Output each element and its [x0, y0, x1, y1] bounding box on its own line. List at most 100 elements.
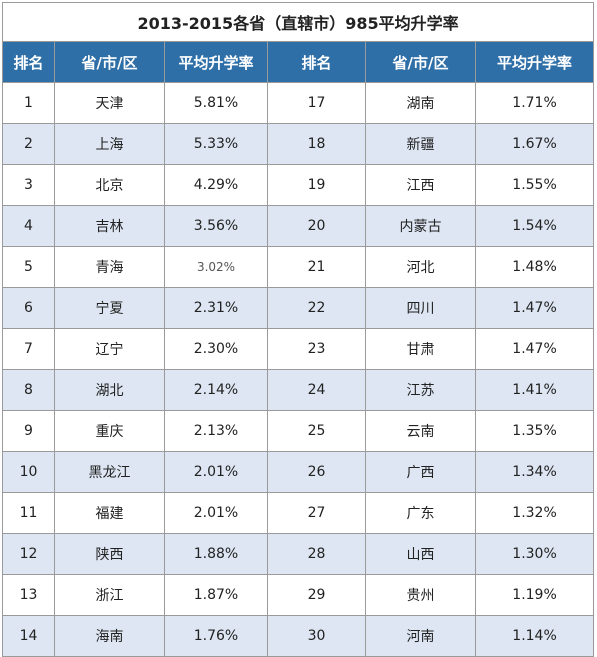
rate-left-cell: 2.14% — [164, 369, 268, 411]
rate-right-cell: 1.32% — [474, 492, 595, 534]
rank-right-cell: 29 — [267, 574, 366, 616]
rate-right-cell: 1.54% — [474, 205, 595, 247]
rank-left-cell: 5 — [2, 246, 55, 288]
rank-left-cell: 13 — [2, 574, 55, 616]
rate-right-cell: 1.55% — [474, 164, 595, 206]
rank-right-cell: 28 — [267, 533, 366, 575]
province-right-cell: 江西 — [365, 164, 476, 206]
rank-right-cell: 22 — [267, 287, 366, 329]
rate-left-cell: 5.81% — [164, 82, 268, 124]
rate-right-cell: 1.47% — [474, 328, 595, 370]
table-row: 6 宁夏 2.31% 22 四川 1.47% — [2, 287, 595, 329]
table-row: 10 黑龙江 2.01% 26 广西 1.34% — [2, 451, 595, 493]
rate-right-cell: 1.47% — [474, 287, 595, 329]
rank-left-cell: 7 — [2, 328, 55, 370]
rank-right-cell: 25 — [267, 410, 366, 452]
rank-left-cell: 14 — [2, 615, 55, 657]
rank-right-cell: 21 — [267, 246, 366, 288]
table-row: 12 陕西 1.88% 28 山西 1.30% — [2, 533, 595, 575]
province-left-cell: 重庆 — [54, 410, 165, 452]
header-province-right: 省/市/区 — [365, 41, 476, 83]
header-row: 排名 省/市/区 平均升学率 排名 省/市/区 平均升学率 — [2, 41, 595, 83]
rank-left-cell: 11 — [2, 492, 55, 534]
rank-left-cell: 3 — [2, 164, 55, 206]
rank-right-cell: 27 — [267, 492, 366, 534]
rank-right-cell: 17 — [267, 82, 366, 124]
province-left-cell: 福建 — [54, 492, 165, 534]
province-right-cell: 广东 — [365, 492, 476, 534]
rank-right-cell: 26 — [267, 451, 366, 493]
table-row: 7 辽宁 2.30% 23 甘肃 1.47% — [2, 328, 595, 370]
rate-left-cell: 3.56% — [164, 205, 268, 247]
header-rate-right: 平均升学率 — [474, 41, 595, 83]
province-right-cell: 贵州 — [365, 574, 476, 616]
table-row: 13 浙江 1.87% 29 贵州 1.19% — [2, 574, 595, 616]
rate-right-cell: 1.30% — [474, 533, 595, 575]
header-rank-right: 排名 — [267, 41, 366, 83]
province-left-cell: 吉林 — [54, 205, 165, 247]
province-right-cell: 河南 — [365, 615, 476, 657]
table-row: 2 上海 5.33% 18 新疆 1.67% — [2, 123, 595, 165]
header-province-left: 省/市/区 — [54, 41, 165, 83]
header-rate-left: 平均升学率 — [164, 41, 268, 83]
rate-left-cell: 1.76% — [164, 615, 268, 657]
rank-right-cell: 19 — [267, 164, 366, 206]
province-left-cell: 海南 — [54, 615, 165, 657]
province-right-cell: 新疆 — [365, 123, 476, 165]
rank-right-cell: 18 — [267, 123, 366, 165]
province-left-cell: 上海 — [54, 123, 165, 165]
province-right-cell: 河北 — [365, 246, 476, 288]
rate-left-cell: 1.87% — [164, 574, 268, 616]
province-right-cell: 江苏 — [365, 369, 476, 411]
rank-right-cell: 30 — [267, 615, 366, 657]
rate-right-cell: 1.71% — [474, 82, 595, 124]
rank-left-cell: 12 — [2, 533, 55, 575]
rate-right-cell: 1.48% — [474, 246, 595, 288]
rank-left-cell: 6 — [2, 287, 55, 329]
province-left-cell: 天津 — [54, 82, 165, 124]
rank-left-cell: 10 — [2, 451, 55, 493]
province-right-cell: 广西 — [365, 451, 476, 493]
rate-left-cell: 4.29% — [164, 164, 268, 206]
table-row: 9 重庆 2.13% 25 云南 1.35% — [2, 410, 595, 452]
province-right-cell: 湖南 — [365, 82, 476, 124]
rate-right-cell: 1.35% — [474, 410, 595, 452]
rate-left-cell: 2.31% — [164, 287, 268, 329]
province-left-cell: 湖北 — [54, 369, 165, 411]
table-row: 4 吉林 3.56% 20 内蒙古 1.54% — [2, 205, 595, 247]
province-left-cell: 辽宁 — [54, 328, 165, 370]
rank-left-cell: 2 — [2, 123, 55, 165]
province-left-cell: 浙江 — [54, 574, 165, 616]
province-left-cell: 陕西 — [54, 533, 165, 575]
rate-right-cell: 1.19% — [474, 574, 595, 616]
rate-right-cell: 1.34% — [474, 451, 595, 493]
province-left-cell: 青海 — [54, 246, 165, 288]
rate-left-cell: 2.13% — [164, 410, 268, 452]
rate-left-cell: 2.01% — [164, 492, 268, 534]
rate-left-cell: 1.88% — [164, 533, 268, 575]
table-row: 5 青海 3.02% 21 河北 1.48% — [2, 246, 595, 288]
rate-left-cell: 5.33% — [164, 123, 268, 165]
rate-right-cell: 1.14% — [474, 615, 595, 657]
rank-left-cell: 9 — [2, 410, 55, 452]
rank-right-cell: 20 — [267, 205, 366, 247]
rank-left-cell: 4 — [2, 205, 55, 247]
rate-left-cell: 2.01% — [164, 451, 268, 493]
table-title: 2013-2015各省（直辖市）985平均升学率 — [1, 2, 595, 42]
province-left-cell: 宁夏 — [54, 287, 165, 329]
rate-left-cell: 3.02% — [164, 246, 268, 288]
province-right-cell: 内蒙古 — [365, 205, 476, 247]
rank-right-cell: 23 — [267, 328, 366, 370]
rate-left-cell: 2.30% — [164, 328, 268, 370]
province-right-cell: 山西 — [365, 533, 476, 575]
province-right-cell: 云南 — [365, 410, 476, 452]
rank-left-cell: 8 — [2, 369, 55, 411]
rank-left-cell: 1 — [2, 82, 55, 124]
table-row: 8 湖北 2.14% 24 江苏 1.41% — [2, 369, 595, 411]
province-right-cell: 甘肃 — [365, 328, 476, 370]
province-left-cell: 黑龙江 — [54, 451, 165, 493]
table-row: 1 天津 5.81% 17 湖南 1.71% — [2, 82, 595, 124]
table-row: 3 北京 4.29% 19 江西 1.55% — [2, 164, 595, 206]
